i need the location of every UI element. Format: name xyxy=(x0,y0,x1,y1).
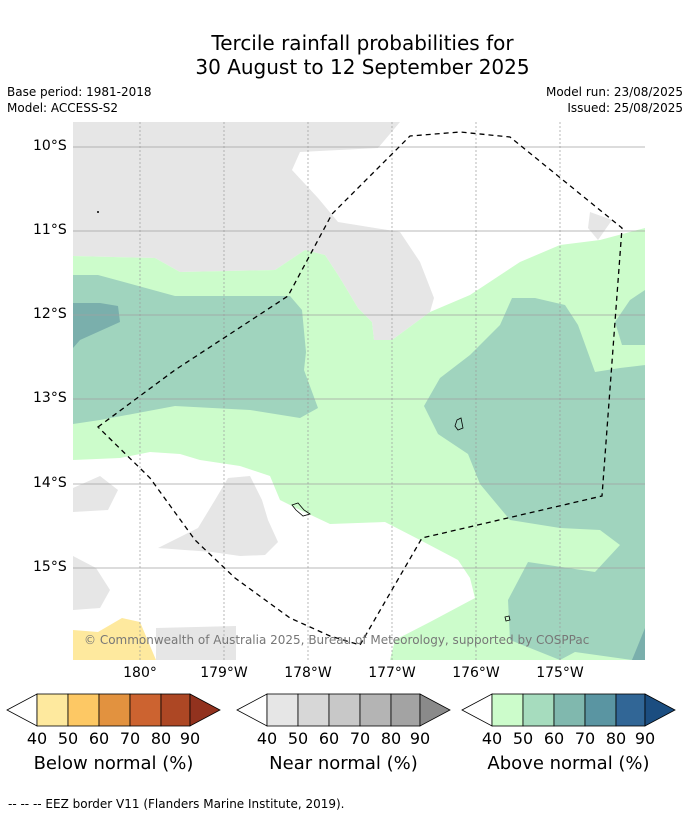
graticule-lon xyxy=(139,122,561,660)
tick: 80 xyxy=(605,729,627,748)
above-normal-50-region-east xyxy=(424,290,645,660)
lat-label-10s: 10°S xyxy=(33,138,67,154)
eez-footnote: -- -- -- EEZ border V11 (Flanders Marine… xyxy=(8,797,345,811)
near-normal-region-sw xyxy=(73,556,110,610)
near-normal-region-south xyxy=(158,476,278,556)
tick: 60 xyxy=(318,729,340,748)
colorbar-near-label: Near normal (%) xyxy=(269,753,418,774)
tick: 70 xyxy=(349,729,371,748)
tick: 50 xyxy=(57,729,79,748)
above-normal-50-region-west xyxy=(73,275,318,424)
lon-label-178w: 178°W xyxy=(284,665,332,681)
tick: 50 xyxy=(287,729,309,748)
copyright-notice: © Commonwealth of Australia 2025, Bureau… xyxy=(84,633,590,647)
graticule xyxy=(73,146,645,569)
tick: 90 xyxy=(179,729,201,748)
near-normal-region-east xyxy=(588,212,612,240)
tick: 50 xyxy=(512,729,534,748)
map-panel xyxy=(73,122,645,660)
island-outline xyxy=(454,417,464,431)
tick: 40 xyxy=(256,729,278,748)
tick: 90 xyxy=(409,729,431,748)
model-run: Model run: 23/08/2025 xyxy=(545,85,683,99)
model-name: Model: ACCESS-S2 xyxy=(7,101,119,115)
lon-label-180: 180° xyxy=(123,665,157,681)
colorbar-near-normal xyxy=(236,693,451,727)
issued-date: Issued: 25/08/2025 xyxy=(567,101,683,115)
base-period: Base period: 1981-2018 xyxy=(7,85,152,99)
below-normal-40-region xyxy=(73,618,156,660)
lat-label-14s: 14°S xyxy=(33,475,67,491)
map-title-line2: 30 August to 12 September 2025 xyxy=(195,55,530,79)
lat-label-11s: 11°S xyxy=(33,222,67,238)
island-outline-2 xyxy=(291,502,311,517)
tick: 70 xyxy=(574,729,596,748)
lon-label-179w: 179°W xyxy=(200,665,248,681)
lon-label-175w: 175°W xyxy=(536,665,584,681)
map-title-line1: Tercile rainfall probabilities for xyxy=(211,31,514,55)
lat-label-12s: 12°S xyxy=(33,306,67,322)
tick: 90 xyxy=(634,729,656,748)
tick: 60 xyxy=(543,729,565,748)
tick: 40 xyxy=(26,729,48,748)
tick: 40 xyxy=(481,729,503,748)
tick: 80 xyxy=(150,729,172,748)
tick: 80 xyxy=(380,729,402,748)
eez-border xyxy=(97,131,623,646)
lat-label-15s: 15°S xyxy=(33,559,67,575)
colorbar-below-label: Below normal (%) xyxy=(33,753,194,774)
lon-label-176w: 176°W xyxy=(452,665,500,681)
tick: 60 xyxy=(88,729,110,748)
near-normal-region-bottom xyxy=(156,626,236,660)
colorbar-below-normal xyxy=(6,693,221,727)
above-normal-60-region-se xyxy=(632,628,645,660)
island-dot xyxy=(97,211,99,213)
colorbar-above-label: Above normal (%) xyxy=(487,753,650,774)
lon-label-177w: 177°W xyxy=(368,665,416,681)
island-outline-3 xyxy=(504,615,511,622)
tick: 70 xyxy=(119,729,141,748)
near-normal-region-west xyxy=(73,476,118,512)
above-normal-60-region xyxy=(73,303,120,348)
lat-label-13s: 13°S xyxy=(33,390,67,406)
colorbar-above-normal xyxy=(461,693,676,727)
